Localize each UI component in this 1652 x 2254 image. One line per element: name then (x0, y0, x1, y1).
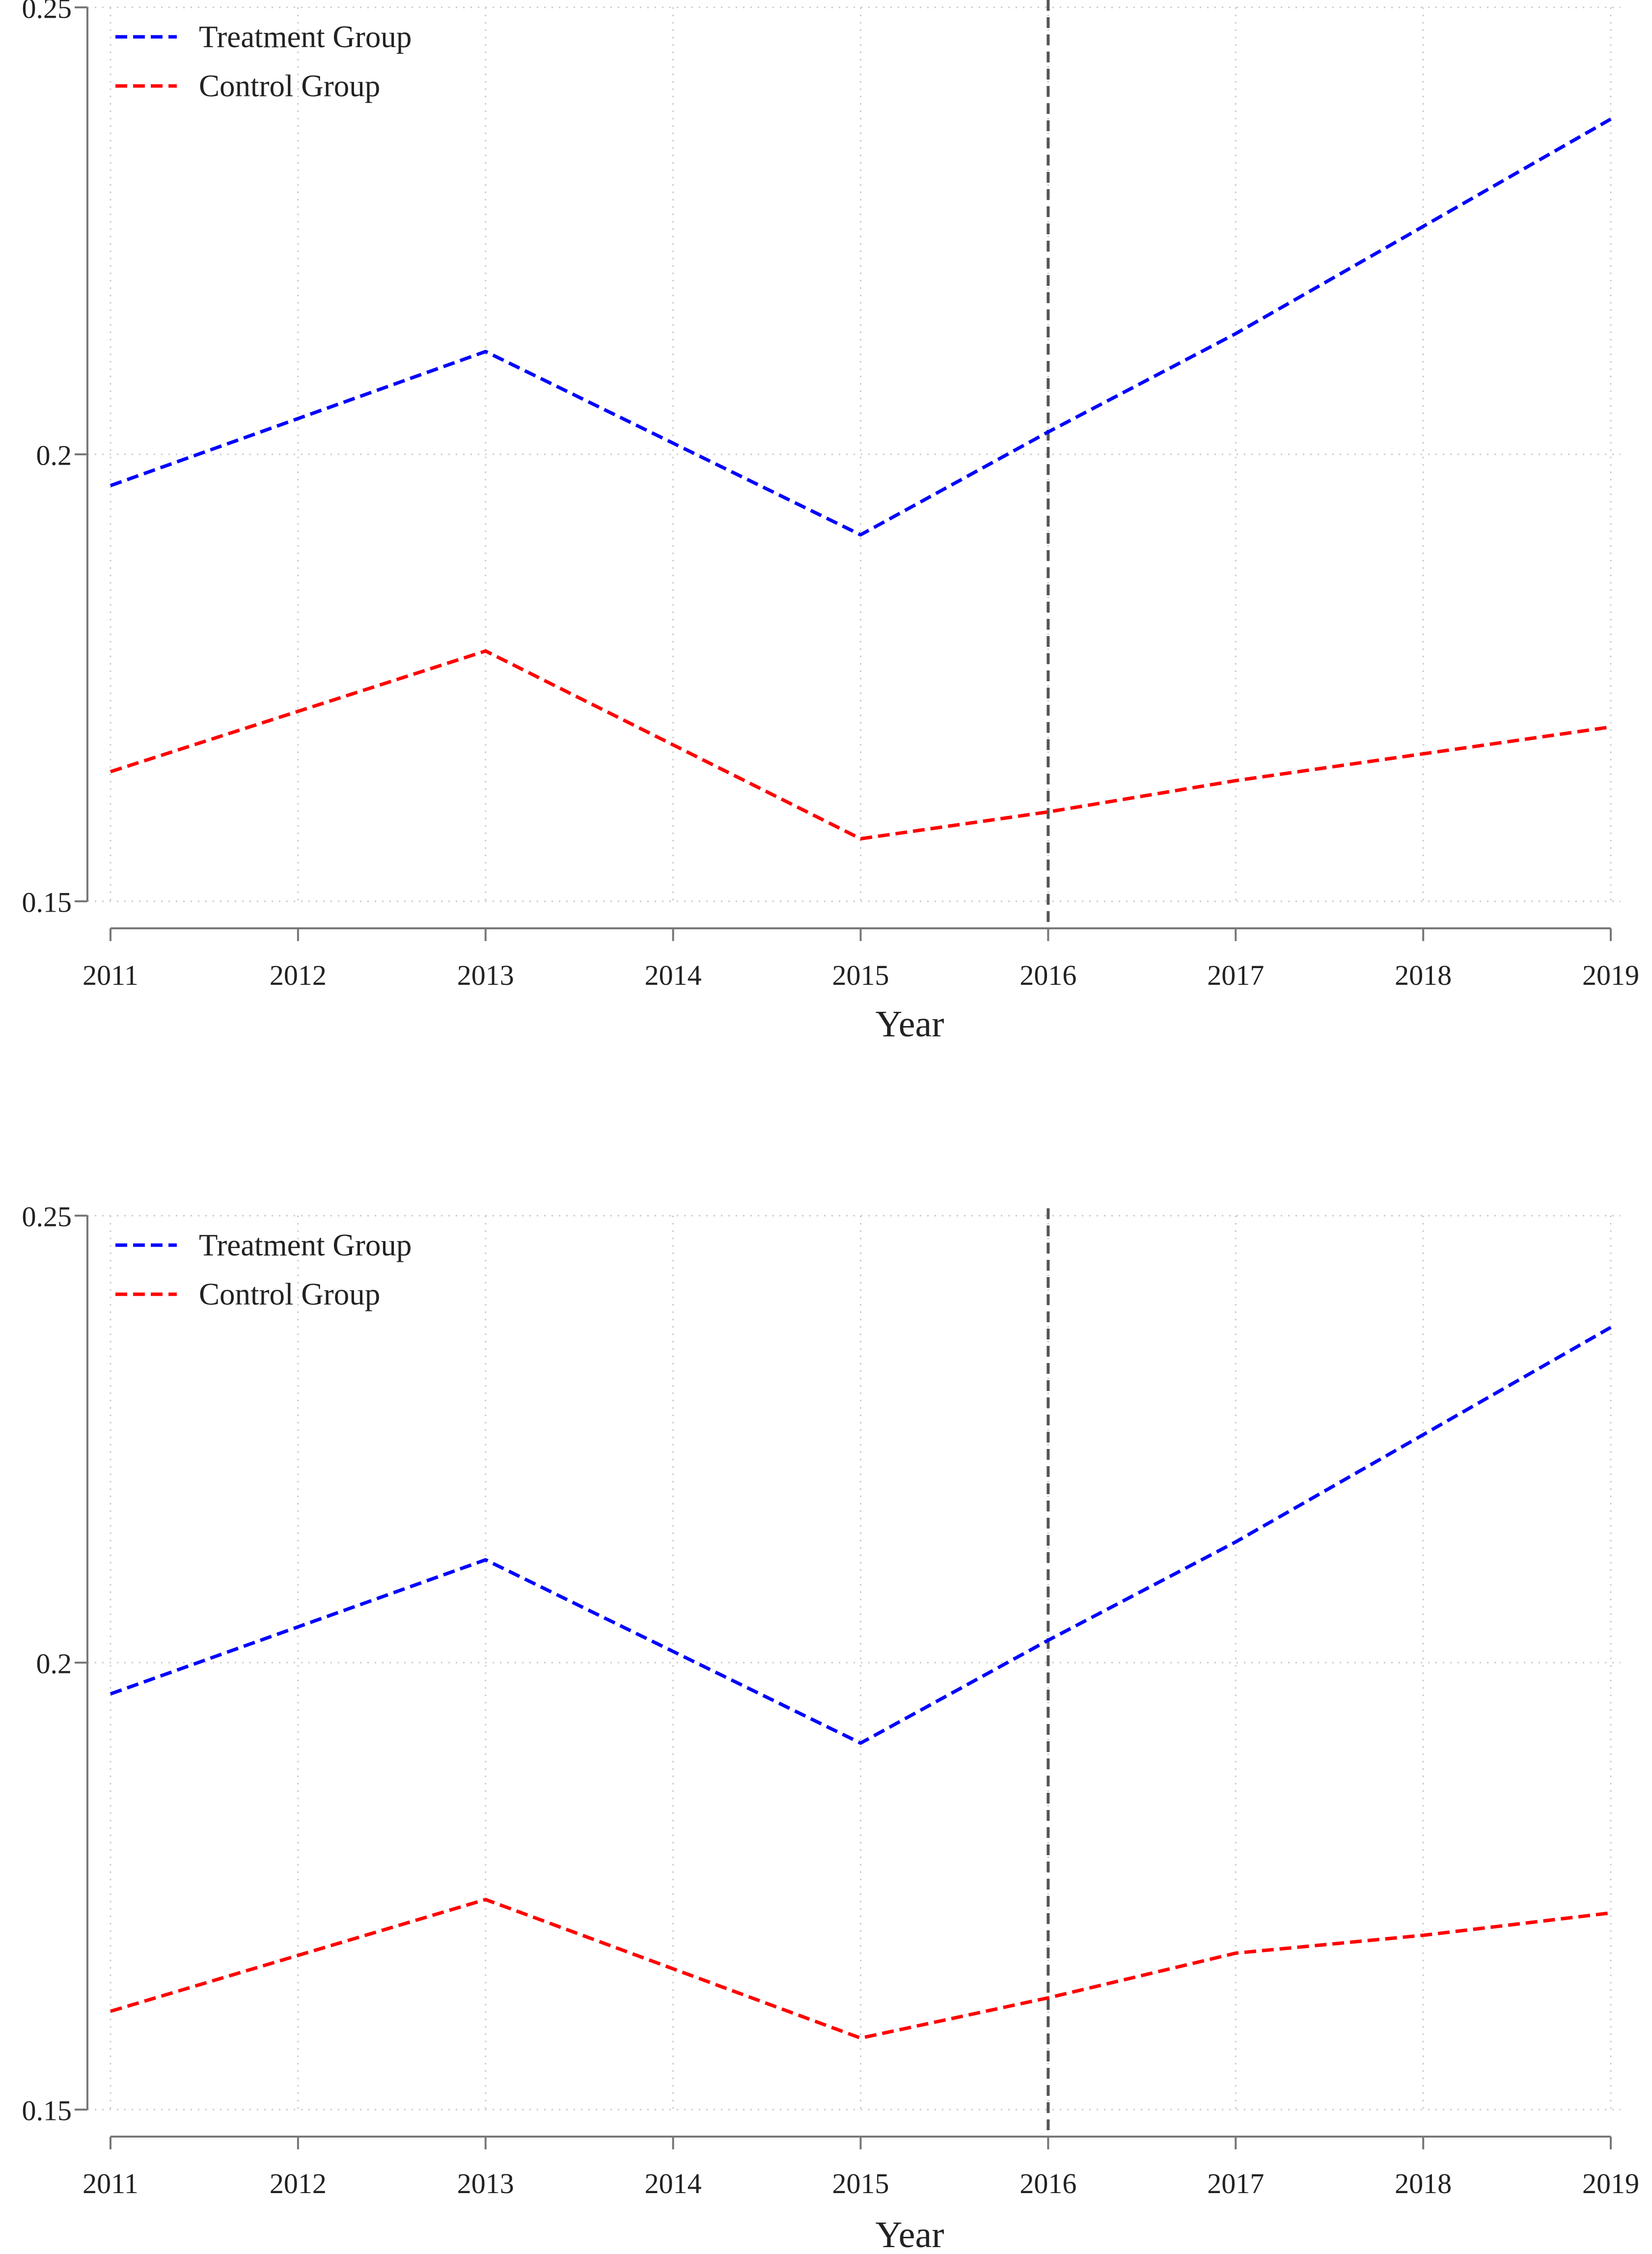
chart-2-y-tick-label: 0.2 (36, 1647, 72, 1679)
chart-1-x-tick-label: 2017 (1207, 959, 1264, 991)
chart-2-legend: Treatment Group Control Group (115, 1228, 412, 1311)
chart-2-series-treatment-group-line (110, 1326, 1612, 1745)
chart-2-x-tick-label: 2016 (1019, 2168, 1076, 2199)
chart-2-x-tick-label: 2014 (645, 2168, 702, 2199)
chart-1-series-treatment-group-line (110, 117, 1612, 537)
chart-2: 0.15 0.2 0.25 2011 2012 2013 2014 2015 2016 2017 2… (22, 1200, 1640, 2254)
chart-1-legend: Treatment Group Control Group (115, 20, 412, 103)
chart-2-y-tick-label: 0.25 (22, 1200, 72, 1232)
chart-1-y-tick-label: 0.25 (22, 0, 72, 24)
chart-1-x-tick-label: 2019 (1582, 959, 1639, 991)
chart-1-x-tick-label: 2012 (270, 959, 327, 991)
chart-2-x-tick-label: 2015 (832, 2168, 889, 2199)
chart-1-x-tick-label: 2014 (645, 959, 702, 991)
chart-2-y-tick-label: 0.15 (22, 2094, 72, 2126)
chart-2-x-tick-label: 2011 (83, 2168, 138, 2199)
chart-1-y-tick-label: 0.2 (36, 439, 72, 471)
chart-1-x-tick-label: 2016 (1019, 959, 1076, 991)
chart-1-x-tick-label: 2018 (1395, 959, 1452, 991)
chart-1-y-tick-label: 0.15 (22, 886, 72, 918)
chart-1-x-tick-label: 2013 (457, 959, 514, 991)
chart-2-x-tick-label: 2017 (1207, 2168, 1264, 2199)
chart-1: 0.15 0.2 0.25 2011 2012 2013 2014 2015 2016 2017 2… (22, 0, 1639, 1045)
chart-1-legend-label-control-group: Control Group (199, 69, 380, 103)
chart-1-legend-label-treatment-group: Treatment Group (199, 20, 412, 54)
chart-2-series-control-group-line (110, 1897, 1611, 2040)
chart-1-x-tick-label: 2011 (83, 959, 138, 991)
chart-2-legend-label-control-group: Control Group (199, 1277, 380, 1311)
chart-2-x-axis-label: Year (875, 2214, 944, 2254)
chart-2-x-tick-label: 2019 (1582, 2168, 1639, 2199)
chart-1-x-axis-label: Year (875, 1003, 944, 1045)
chart-2-x-tick-label: 2012 (270, 2168, 327, 2199)
chart-2-legend-label-treatment-group: Treatment Group (199, 1228, 412, 1262)
chart-2-x-tick-label: 2013 (457, 2168, 514, 2199)
chart-2-x-tick-label: 2018 (1395, 2168, 1452, 2199)
chart-1-x-tick-label: 2015 (832, 959, 889, 991)
chart-1-series-control-group-line (110, 649, 1611, 841)
